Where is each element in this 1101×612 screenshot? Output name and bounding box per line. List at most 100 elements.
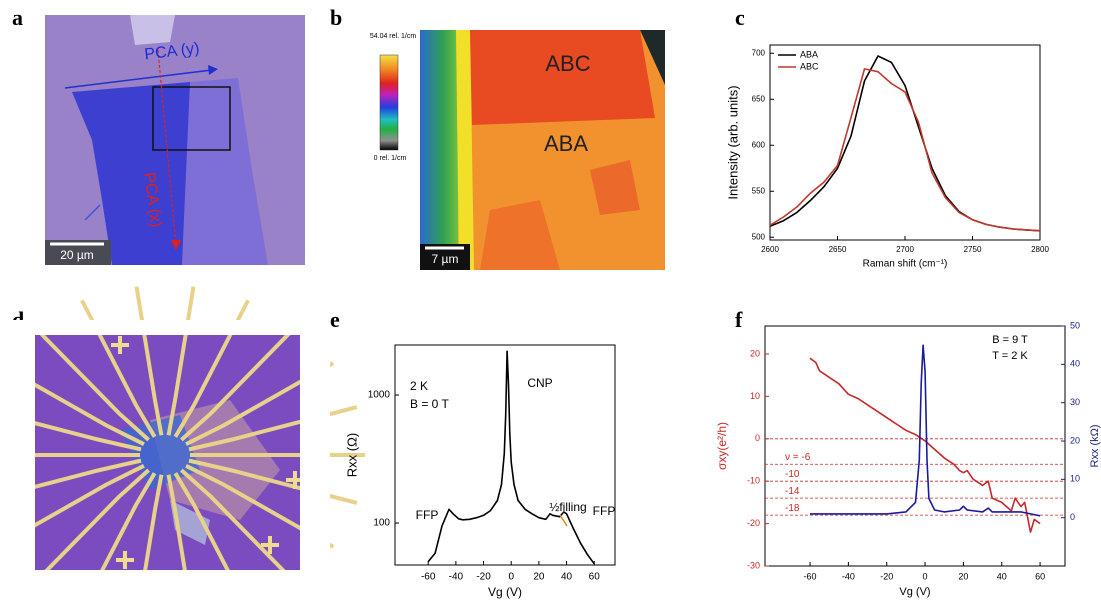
reference-label: -10 [785, 469, 800, 480]
region-label: ABC [545, 51, 590, 76]
x-tick-label: -60 [804, 571, 817, 581]
y2-tick-label: 20 [1070, 435, 1080, 445]
x-axis-label: Raman shift (cm⁻¹) [863, 259, 948, 270]
legend-label: ABA [800, 49, 818, 59]
x-tick-label: 60 [1035, 571, 1045, 581]
y-tick-label: 1000 [368, 390, 391, 401]
y-tick-label: 600 [752, 140, 766, 149]
y2-tick-label: 10 [1070, 474, 1080, 484]
y-axis-label: Rxx (Ω) [344, 433, 359, 477]
y2-tick-label: 40 [1070, 359, 1080, 369]
reference-label: ν = -6 [785, 452, 811, 463]
y2-tick-label: 50 [1070, 320, 1080, 330]
data-line [769, 68, 1041, 232]
raman-map: 54.04 rel. 1/cm 0 rel. 1/cm ABC ABA 7 µm [370, 30, 665, 270]
x-tick-label: -20 [880, 571, 893, 581]
alignment-mark [116, 551, 134, 569]
annotation-arrow [559, 514, 568, 527]
region-label: ABA [544, 131, 588, 156]
y-tick-label: 550 [752, 186, 766, 195]
y-tick-label: 0 [755, 433, 760, 443]
annotation: 2 K [410, 379, 428, 393]
reference-label: -14 [785, 486, 800, 497]
y-tick-label: -20 [747, 518, 760, 528]
x-tick-label: 40 [561, 572, 573, 583]
annotation: FFP [593, 504, 616, 518]
plot-frame [394, 344, 616, 566]
electrode [180, 325, 298, 442]
scale-bar-label: 20 µm [60, 248, 94, 262]
device-image [0, 286, 365, 612]
annotation: B = 9 T [992, 334, 1028, 346]
annotation: ½filling [549, 500, 586, 514]
x-tick-label: 0 [923, 571, 928, 581]
x-tick-label: 2650 [829, 245, 847, 254]
panel-label: b [330, 5, 342, 30]
annotation: T = 2 K [992, 350, 1028, 362]
panel-label: e [330, 307, 340, 332]
y-tick-label: -10 [747, 476, 760, 486]
plot-frame [769, 44, 1041, 241]
x-tick-label: 2600 [761, 245, 779, 254]
data-line [809, 357, 1041, 533]
electrode [32, 468, 150, 585]
panel-label: a [12, 5, 23, 30]
x-tick-label: -40 [449, 572, 464, 583]
panel-label: f [735, 307, 743, 332]
electrode [185, 361, 335, 446]
legend-label: ABC [800, 61, 819, 71]
alignment-mark [261, 536, 279, 554]
mask [0, 570, 330, 612]
x-tick-label: -60 [421, 572, 436, 583]
mask [0, 320, 35, 580]
alignment-mark [111, 336, 129, 354]
electrode [185, 464, 335, 549]
y-tick-label: 650 [752, 94, 766, 103]
x-axis-label: Vg (V) [488, 585, 522, 599]
reference-label: -18 [785, 503, 800, 514]
x-tick-label: 0 [508, 572, 514, 583]
electrode [32, 325, 150, 442]
y-axis-label: Intensity (arb. units) [725, 85, 740, 199]
y-tick-label: 100 [373, 518, 390, 529]
panel-label: c [735, 5, 745, 30]
y2-tick-label: 30 [1070, 397, 1080, 407]
colorbar-label: 54.04 rel. 1/cm [370, 33, 416, 40]
y-tick-label: 700 [752, 48, 766, 57]
scale-bar-label: 7 µm [432, 252, 459, 266]
x-tick-label: 2700 [896, 245, 914, 254]
annotation: FFP [416, 508, 439, 522]
x-tick-label: 2750 [964, 245, 982, 254]
y-tick-label: -30 [747, 560, 760, 570]
y-tick-label: 500 [752, 232, 766, 241]
x-tick-label: -40 [842, 571, 855, 581]
y2-tick-label: 0 [1070, 512, 1075, 522]
annotation: CNP [527, 376, 552, 390]
x-tick-label: 20 [958, 571, 968, 581]
x-tick-label: 60 [589, 572, 601, 583]
data-line [427, 350, 595, 565]
electrode [173, 299, 250, 438]
mask [300, 320, 330, 580]
x-tick-label: 2800 [1031, 245, 1049, 254]
annotation: B = 0 T [410, 397, 449, 411]
x-tick-label: 40 [997, 571, 1007, 581]
annotation: PCA (y) [144, 40, 201, 64]
micrograph: PCA (y) PCA (x) 20 µm [45, 15, 305, 265]
data-line [769, 55, 1041, 232]
y-axis-label: σxy(e²/h) [715, 422, 729, 470]
y2-axis-label: Rxx (kΩ) [1089, 424, 1101, 467]
mask [0, 320, 330, 335]
electrode [180, 468, 298, 585]
electrode [80, 299, 157, 438]
data-line [810, 344, 1041, 517]
colorbar-label: 0 rel. 1/cm [374, 155, 407, 162]
x-tick-label: 20 [533, 572, 545, 583]
x-tick-label: -20 [476, 572, 491, 583]
x-axis-label: Vg (V) [899, 586, 930, 598]
plot-frame [764, 325, 1066, 567]
y-tick-label: 10 [750, 391, 760, 401]
y-tick-label: 20 [750, 348, 760, 358]
